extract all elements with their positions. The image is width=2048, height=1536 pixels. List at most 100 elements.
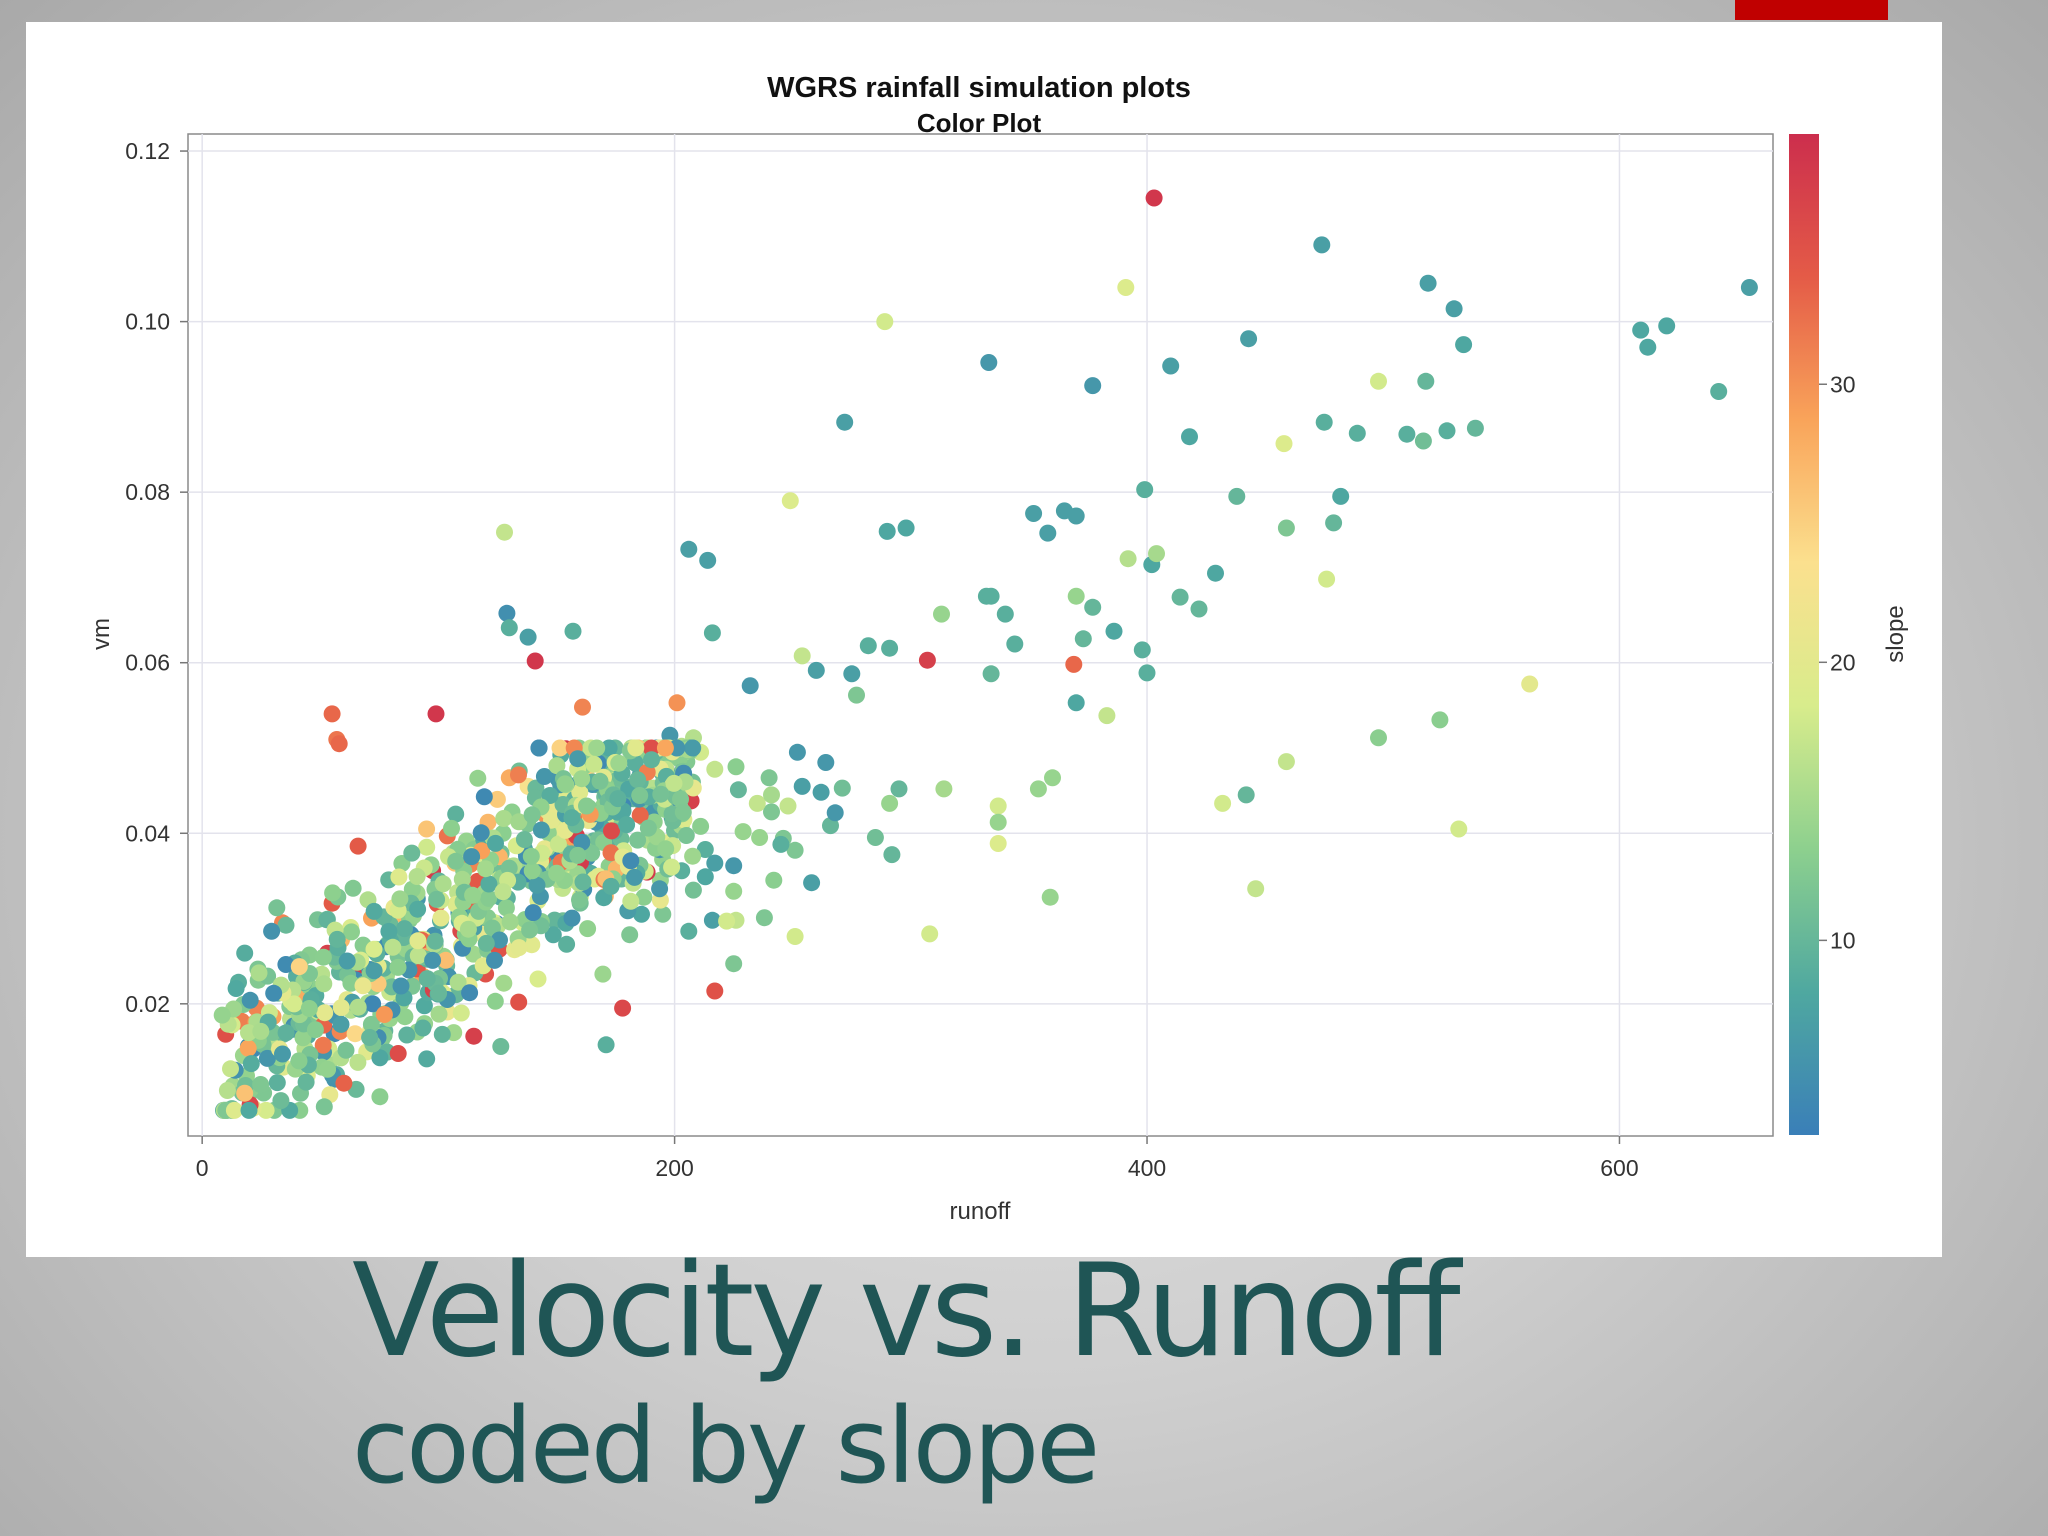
data-point [480,875,498,893]
data-point [459,920,477,938]
data-point [622,892,640,910]
data-point [727,758,745,776]
data-point [1067,587,1085,605]
data-point [510,766,527,784]
data-point [706,760,724,778]
data-point [465,1027,483,1045]
data-point [365,962,383,980]
data-point [424,951,442,969]
data-point [213,1006,231,1024]
colorbar-tick-label: 30 [1830,371,1856,397]
data-point [674,803,692,821]
data-point [822,817,839,835]
data-point [344,879,362,897]
data-point [486,951,503,969]
data-point [696,868,714,886]
data-point [680,540,698,558]
data-point [1247,880,1265,898]
data-point [464,886,482,904]
data-point [583,844,601,862]
data-point [447,852,465,870]
data-point [788,743,806,761]
x-tick-label: 0 [196,1155,209,1181]
data-point [1067,694,1085,712]
data-point [475,788,493,806]
data-point [1313,236,1331,254]
data-point [389,1045,407,1062]
data-point [452,1004,470,1022]
data-point [578,797,595,815]
data-point [265,984,283,1002]
data-point [1214,794,1232,812]
data-point [549,835,567,853]
data-point [569,846,587,864]
data-point [859,637,877,655]
data-point [510,993,528,1011]
data-point [763,786,780,804]
data-point [793,647,811,665]
data-point [500,619,518,637]
data-point [1315,413,1333,431]
data-point [430,1005,448,1023]
data-point [408,868,426,885]
data-point [240,1024,257,1042]
data-point [741,677,759,695]
data-point [290,1052,308,1070]
data-point [330,735,348,753]
data-point [469,769,487,787]
data-point [996,605,1014,623]
data-point [680,922,698,940]
data-point [807,661,825,679]
data-point [556,775,574,793]
data-point [306,1021,324,1039]
data-point [418,1050,436,1068]
data-point [418,820,436,838]
data-point [528,876,546,894]
data-point [597,1036,615,1054]
data-point [677,827,695,844]
data-point [1277,519,1295,537]
data-point [426,932,444,950]
data-point [826,804,844,822]
data-point [684,847,702,865]
data-point [277,916,295,934]
data-point [488,790,506,808]
data-point [544,926,562,944]
data-point [522,847,540,865]
data-point [574,873,592,891]
data-point [772,835,790,853]
x-tick-label: 200 [655,1155,693,1181]
x-tick-label: 400 [1128,1155,1166,1181]
data-point [600,739,618,757]
data-point [523,862,541,880]
data-point [706,982,724,1000]
data-point [1074,630,1092,648]
data-point [532,821,550,839]
data-point [447,805,465,823]
data-point [337,1041,355,1059]
data-point [692,817,710,835]
y-tick-label: 0.04 [125,820,170,846]
data-point [897,519,915,537]
data-point [432,909,450,927]
data-point [323,705,341,723]
data-point [346,1025,364,1043]
data-point [1658,317,1676,335]
data-point [398,1026,416,1044]
data-point [1067,507,1085,525]
data-point [618,816,636,834]
data-point [579,920,597,938]
data-point [453,870,471,888]
data-point [494,883,512,901]
data-point [403,844,421,862]
data-point [1084,377,1102,395]
data-point [626,868,643,886]
data-point [1417,372,1435,390]
data-point [1332,487,1350,505]
data-point [526,652,544,670]
data-point [817,754,835,771]
y-tick-label: 0.08 [125,479,170,505]
data-point [268,1074,286,1092]
y-tick-label: 0.06 [125,650,170,676]
data-point [495,810,513,827]
